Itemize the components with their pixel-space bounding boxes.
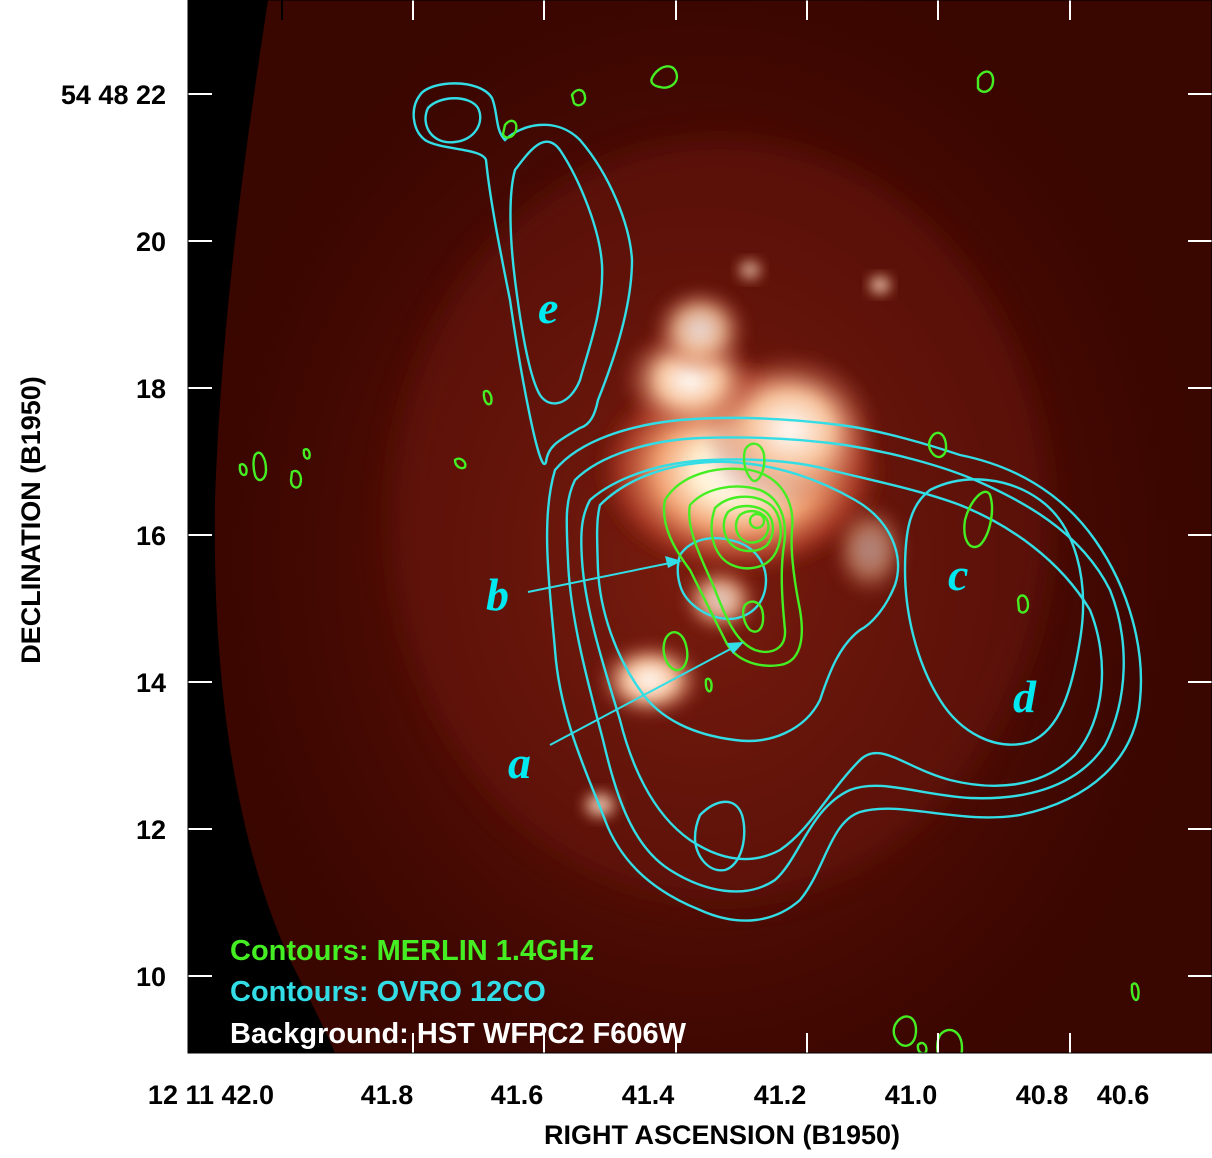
y-tick-labels: 54 48 22 20 18 16 14 12 10 [61, 80, 166, 992]
radio-contour-north-spur [742, 442, 766, 483]
tick-marks [188, 0, 1212, 1053]
legend-merlin: Contours: MERLIN 1.4GHz [230, 935, 594, 967]
y-tick-label: 12 [136, 815, 166, 845]
co-contour-outer-2 [565, 436, 1125, 893]
arrow-a-head [727, 642, 744, 654]
y-tick-label: 16 [136, 521, 166, 551]
hst-background-image [188, 0, 1212, 1053]
co-contour-loop-topleft [424, 97, 482, 144]
region-label-c: c [948, 549, 968, 600]
x-tick-labels: 12 11 42.0 41.8 41.6 41.4 41.2 41.0 40.8… [148, 1080, 1149, 1110]
y-tick-label: 54 48 22 [61, 80, 166, 110]
radio-contour-left-4 [453, 457, 467, 470]
y-tick-label: 18 [136, 374, 166, 404]
co-contour-outer-3 [580, 458, 1104, 861]
radio-contour-left-2 [289, 469, 303, 489]
radio-contour-bottom-4 [1130, 982, 1140, 1002]
radio-contour-bottom-1 [892, 1015, 918, 1047]
radio-contour-c-spot [927, 431, 948, 459]
radio-contour-left-6 [302, 448, 311, 460]
annotation-arrows [527, 556, 744, 746]
merlin-radio-contours [238, 65, 1140, 1053]
radio-contour-middle-spot [704, 677, 713, 693]
radio-contour-top-1 [650, 65, 679, 89]
radio-contour-outer [662, 467, 803, 667]
radio-contour-west-blob [662, 631, 689, 672]
co-contour-inner-core [595, 460, 900, 743]
legend-ovro: Contours: OVRO 12CO [230, 976, 546, 1008]
radio-contour-2 [688, 485, 787, 653]
legend-background: Background: HST WFPC2 F606W [230, 1018, 687, 1050]
x-tick-label: 41.0 [885, 1080, 938, 1110]
legend: Contours: MERLIN 1.4GHz Contours: OVRO 1… [230, 935, 687, 1050]
region-label-a: a [508, 737, 531, 788]
x-tick-label: 41.8 [361, 1080, 414, 1110]
region-label-e: e [538, 282, 558, 333]
radio-contour-top-3 [501, 119, 518, 139]
radio-contour-top-2 [570, 88, 587, 107]
x-tick-label: 12 11 42.0 [148, 1080, 274, 1110]
plot-frame [187, 0, 1212, 1054]
radio-contour-left-3 [238, 463, 248, 477]
radio-contour-4 [722, 504, 775, 553]
arrow-b [527, 561, 676, 593]
co-contour-lobe-e-outer [412, 82, 634, 466]
ovro-co-contours [412, 82, 1143, 922]
y-tick-label: 10 [136, 962, 166, 992]
co-contour-lobe-cd [903, 478, 1085, 746]
arrow-a [549, 644, 739, 746]
arrow-b-head [665, 556, 682, 568]
region-labels: e b a c d [486, 282, 1037, 788]
x-tick-label: 41.2 [754, 1080, 807, 1110]
y-axis-title: DECLINATION (B1950) [16, 376, 46, 664]
radio-contour-c-blob [963, 490, 994, 549]
radio-contour-south-blob [742, 600, 765, 633]
co-contour-south-tail [693, 800, 746, 872]
y-tick-label: 20 [136, 227, 166, 257]
radio-contour-left-5 [482, 389, 493, 406]
radio-contour-top-4 [976, 70, 995, 93]
x-tick-label: 40.8 [1016, 1080, 1069, 1110]
radio-contour-d-spot [1016, 594, 1030, 614]
x-axis-title: RIGHT ASCENSION (B1950) [544, 1120, 900, 1150]
x-tick-label: 40.6 [1097, 1080, 1150, 1110]
co-contour-lobe-e-inner [509, 140, 604, 405]
radio-contour-5 [734, 510, 770, 544]
radio-contour-bottom-3 [916, 1041, 928, 1053]
region-label-b: b [486, 569, 509, 620]
radio-contour-peak [748, 512, 766, 530]
radio-contour-left-1 [252, 451, 268, 482]
co-contour-outer-1 [545, 416, 1143, 922]
x-tick-label: 41.4 [622, 1080, 675, 1110]
region-label-d: d [1013, 671, 1037, 722]
y-tick-label: 14 [136, 668, 166, 698]
radio-contour-3 [710, 495, 782, 570]
x-tick-label: 41.6 [491, 1080, 544, 1110]
